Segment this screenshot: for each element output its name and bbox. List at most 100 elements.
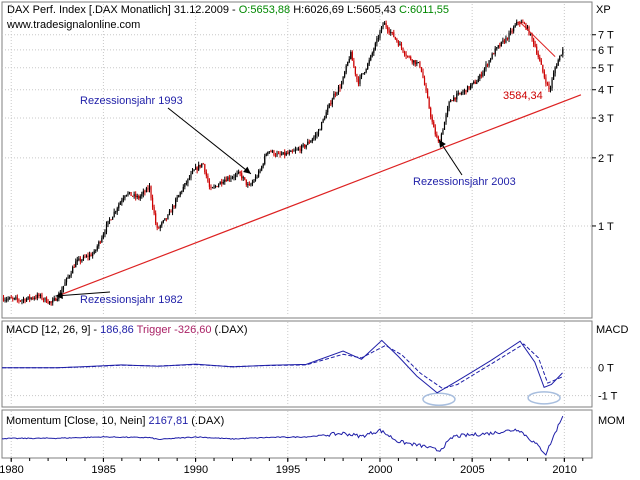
candle-body <box>368 60 370 64</box>
annotation-arrow-head <box>243 166 251 174</box>
candle-body <box>30 297 32 299</box>
candle-body <box>522 22 524 24</box>
macd-axis-unit: MACD <box>596 324 628 336</box>
candle-body <box>371 52 373 56</box>
candle-body <box>531 33 533 39</box>
price-candles <box>2 19 564 306</box>
candle-body <box>185 183 187 184</box>
annotation-arrow-head <box>438 139 446 148</box>
candle-body <box>139 196 141 199</box>
candle-body <box>39 294 42 296</box>
momentum-header: Momentum [Close, 10, Nein] 2167,81 (.DAX… <box>6 415 224 427</box>
candle-body <box>354 66 356 75</box>
candle-body <box>296 149 298 151</box>
candle-body <box>519 22 521 24</box>
candle-body <box>476 82 478 84</box>
candle-body <box>480 74 482 77</box>
x-tick-label: 2000 <box>368 464 392 476</box>
high-label: H: <box>293 4 304 16</box>
candle-body <box>138 195 140 199</box>
grid <box>2 4 592 457</box>
candle-body <box>448 102 450 109</box>
candle-body <box>122 198 124 201</box>
candle-body <box>551 79 553 88</box>
candle-body <box>254 176 257 181</box>
candle-body <box>104 231 106 235</box>
candle-body <box>370 55 372 61</box>
candle-body <box>276 153 278 156</box>
candle-body <box>459 92 461 94</box>
price-tick-label: 3 T <box>598 113 614 125</box>
candle-body <box>271 150 274 153</box>
candle-body <box>188 177 191 179</box>
candle-body <box>84 256 86 258</box>
candle-body <box>88 254 91 258</box>
candle-body <box>262 164 264 167</box>
candle-body <box>351 52 353 61</box>
candle-body <box>294 149 297 151</box>
candle-body <box>446 108 449 115</box>
candle-body <box>22 299 25 301</box>
candle-body <box>25 298 28 302</box>
candle-body <box>44 297 46 300</box>
candle-body <box>9 297 11 299</box>
candle-body <box>52 300 54 303</box>
candle-body <box>426 90 429 98</box>
candle-body <box>50 301 52 303</box>
candle-body <box>407 55 409 57</box>
candle-body <box>99 241 101 243</box>
momentum-value: 2167,81 <box>148 415 188 427</box>
candle-body <box>241 173 243 179</box>
candle-body <box>124 195 126 199</box>
candle-body <box>333 93 335 100</box>
candle-body <box>400 43 403 48</box>
candle-body <box>376 38 378 44</box>
candle-body <box>2 298 5 301</box>
candle-body <box>161 222 163 226</box>
candle-body <box>382 24 384 27</box>
candle-body <box>42 299 45 300</box>
x-tick-label: 1995 <box>276 464 300 476</box>
secondary-trend-line <box>519 21 556 58</box>
candle-body <box>356 74 358 80</box>
candle-body <box>434 127 436 135</box>
candle-body <box>380 26 383 32</box>
candle-body <box>331 99 333 105</box>
candle-body <box>142 191 144 194</box>
price-panel-frame <box>1 1 593 319</box>
candle-body <box>107 220 109 225</box>
candle-body <box>416 62 418 65</box>
candle-body <box>526 26 529 29</box>
candle-body <box>525 23 527 29</box>
candle-body <box>245 179 247 185</box>
candle-body <box>98 241 100 247</box>
candle-body <box>428 97 430 109</box>
price-tick-label: 5 T <box>598 63 614 75</box>
candle-body <box>151 197 154 208</box>
candle-body <box>199 164 201 167</box>
website-label: www.tradesignalonline.com <box>6 19 140 31</box>
trend-line <box>57 94 582 297</box>
candle-body <box>153 207 155 214</box>
candle-body <box>307 141 309 145</box>
candle-body <box>385 23 387 28</box>
candle-body <box>360 74 363 77</box>
annotation-1982: Rezessionsjahr 1982 <box>80 294 183 306</box>
candle-body <box>121 200 123 203</box>
candle-body <box>38 294 40 296</box>
candle-body <box>214 186 217 187</box>
candle-body <box>388 30 390 33</box>
candle-body <box>536 46 538 54</box>
candle-body <box>239 171 241 174</box>
candle-body <box>277 153 280 155</box>
candle-body <box>497 45 499 48</box>
candle-body <box>144 191 146 193</box>
candle-body <box>297 148 300 150</box>
candle-body <box>411 59 413 63</box>
candle-body <box>116 208 118 212</box>
candle-body <box>419 62 421 68</box>
candle-body <box>445 114 447 122</box>
candle-body <box>500 41 502 47</box>
candle-body <box>176 197 178 200</box>
